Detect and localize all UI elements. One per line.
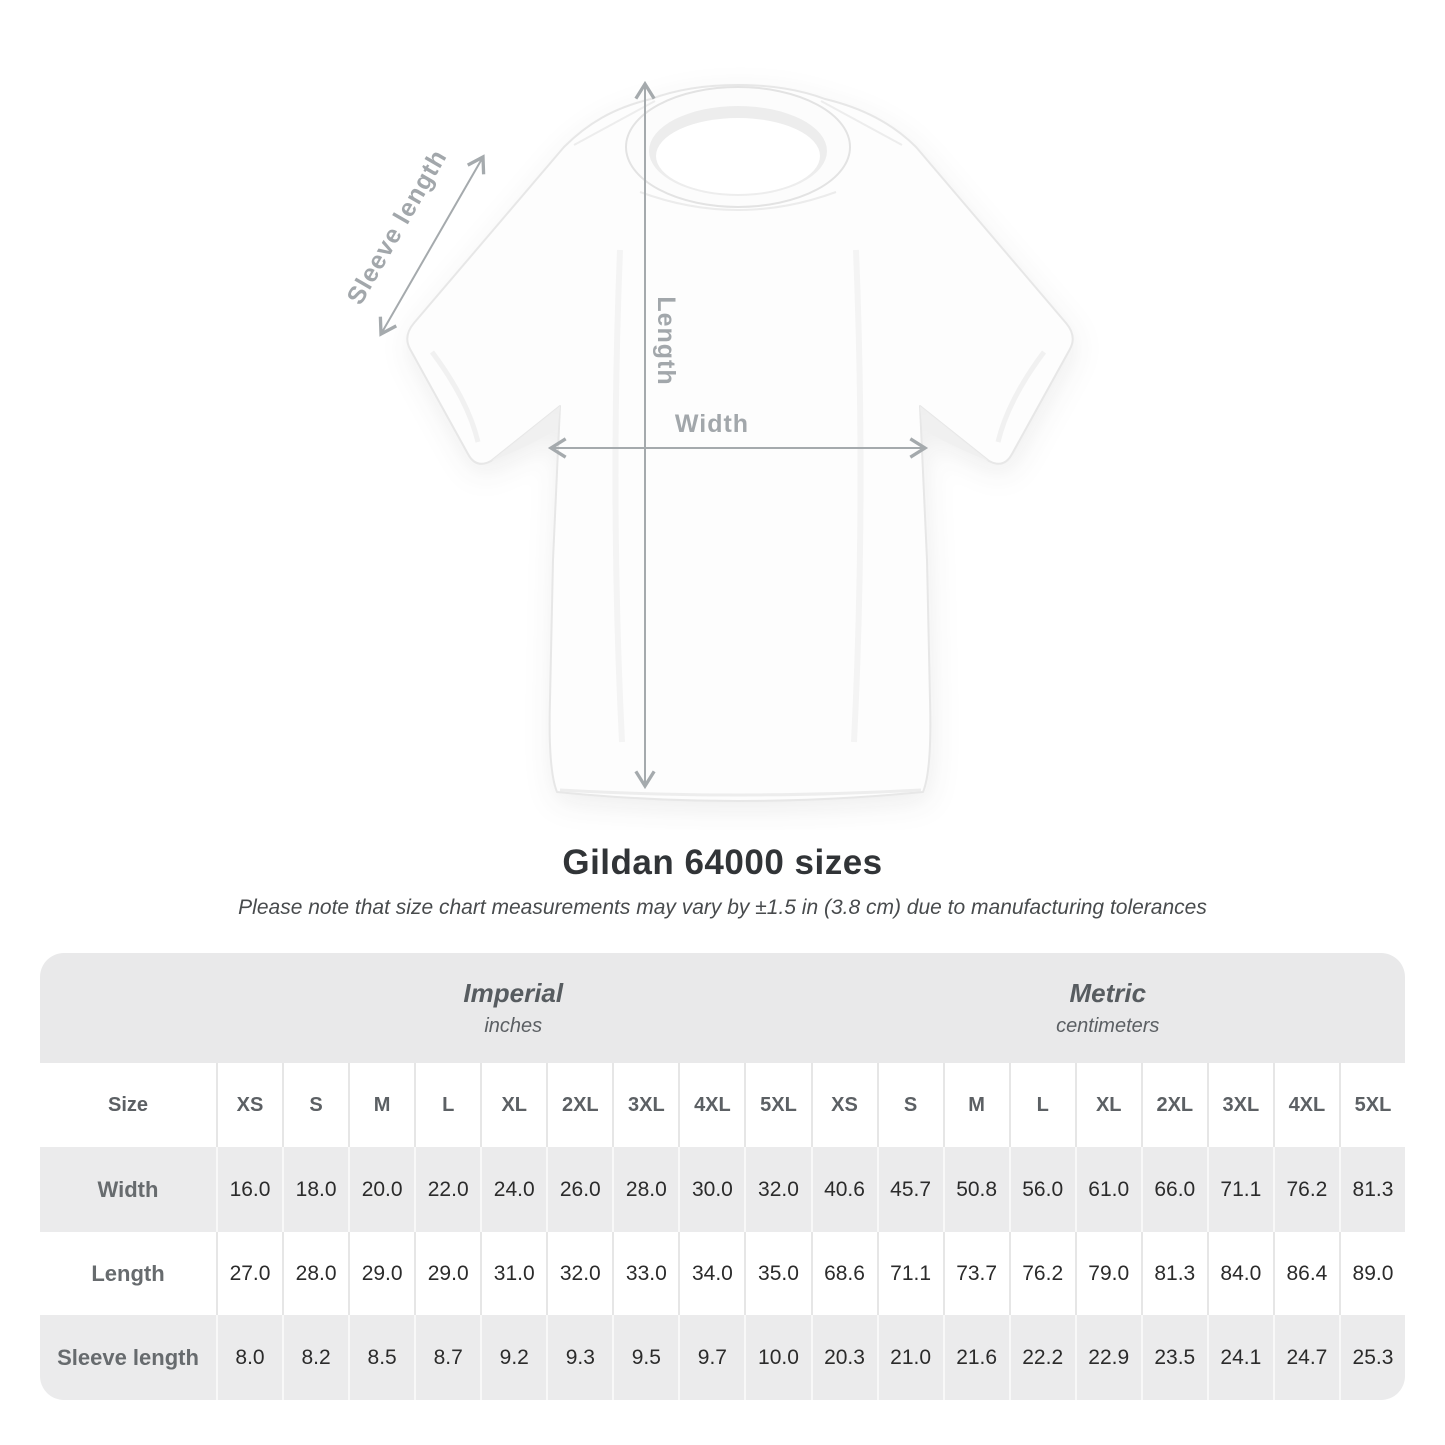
- tshirt-measurement-diagram: Sleeve length Length Width: [341, 80, 1074, 802]
- row-label-width: Width: [40, 1147, 216, 1232]
- table-cell: 29.0: [414, 1232, 480, 1315]
- size-col-header-4xl: 4XL: [1272, 1063, 1339, 1147]
- size-corner-header: Size: [107, 1093, 149, 1116]
- table-cell: 28.0: [612, 1147, 679, 1232]
- table-cell: 61.0: [1074, 1147, 1141, 1232]
- size-col-header-2xl: 2XL: [546, 1063, 612, 1147]
- table-cell: 20.0: [348, 1147, 415, 1232]
- table-cell: 31.0: [480, 1232, 546, 1315]
- size-col-header-l: L: [1008, 1063, 1075, 1147]
- table-cell: 9.5: [612, 1315, 679, 1400]
- table-cell: 9.7: [678, 1315, 745, 1400]
- tshirt-illustration: [406, 84, 1074, 802]
- size-col-header-3xl: 3XL: [1206, 1063, 1273, 1147]
- unit-group-metric: Metric centimeters: [810, 953, 1405, 1063]
- table-cell: 8.7: [414, 1315, 481, 1400]
- unit-group-unit: centimeters: [1056, 1015, 1160, 1037]
- table-cell: 56.0: [1008, 1147, 1075, 1232]
- table-cell: 26.0: [546, 1147, 613, 1232]
- table-cell: 24.7: [1272, 1315, 1339, 1400]
- table-cell: 34.0: [678, 1232, 744, 1315]
- size-col-header-xl: XL: [1074, 1063, 1141, 1147]
- size-col-header-5xl: 5XL: [1338, 1063, 1405, 1147]
- table-cell: 9.3: [546, 1315, 613, 1400]
- table-band-corner: [40, 953, 216, 1063]
- table-cell: 18.0: [282, 1147, 349, 1232]
- table-cell: 66.0: [1140, 1147, 1207, 1232]
- table-cell: 9.2: [480, 1315, 547, 1400]
- length-label: Length: [652, 296, 680, 385]
- size-col-header-xs: XS: [810, 1063, 877, 1147]
- row-label-sleeve-length: Sleeve length: [40, 1315, 216, 1400]
- unit-group-unit: inches: [484, 1015, 543, 1037]
- width-label: Width: [675, 410, 749, 438]
- table-cell: 73.7: [942, 1232, 1009, 1315]
- size-col-header-3xl: 3XL: [612, 1063, 678, 1147]
- size-col-header-2xl: 2XL: [1140, 1063, 1207, 1147]
- row-label-length: Length: [91, 1260, 165, 1286]
- table-cell: 25.3: [1338, 1315, 1405, 1400]
- size-col-header-xl: XL: [480, 1063, 546, 1147]
- table-cell: 23.5: [1140, 1315, 1207, 1400]
- size-col-header-m: M: [942, 1063, 1009, 1147]
- table-cell: 29.0: [348, 1232, 414, 1315]
- table-cell: 81.3: [1338, 1147, 1405, 1232]
- table-cell: 10.0: [744, 1315, 811, 1400]
- table-cell: 22.0: [414, 1147, 481, 1232]
- table-cell: 79.0: [1074, 1232, 1141, 1315]
- size-col-header-m: M: [348, 1063, 414, 1147]
- tolerance-note: Please note that size chart measurements…: [238, 896, 1207, 919]
- table-cell: 16.0: [216, 1147, 283, 1232]
- table-cell: 76.2: [1008, 1232, 1075, 1315]
- table-cell: 81.3: [1140, 1232, 1207, 1315]
- table-cell: 33.0: [612, 1232, 678, 1315]
- table-cell: 8.2: [282, 1315, 349, 1400]
- table-cell: 27.0: [216, 1232, 282, 1315]
- unit-group-name: Metric: [1069, 978, 1147, 1008]
- table-cell: 32.0: [546, 1232, 612, 1315]
- table-cell: 84.0: [1206, 1232, 1273, 1315]
- table-cell: 20.3: [810, 1315, 877, 1400]
- table-cell: 76.2: [1272, 1147, 1339, 1232]
- table-cell: 50.8: [942, 1147, 1009, 1232]
- table-cell: 8.5: [348, 1315, 415, 1400]
- table-cell: 35.0: [744, 1232, 810, 1315]
- table-cell: 45.7: [876, 1147, 943, 1232]
- table-cell: 21.0: [876, 1315, 943, 1400]
- table-cell: 22.2: [1008, 1315, 1075, 1400]
- table-cell: 32.0: [744, 1147, 811, 1232]
- size-col-header-l: L: [414, 1063, 480, 1147]
- table-cell: 30.0: [678, 1147, 745, 1232]
- unit-group-name: Imperial: [463, 978, 564, 1008]
- table-cell: 89.0: [1338, 1232, 1405, 1315]
- size-table: Imperial inches Metric centimeters Size XS S M L…: [40, 953, 1405, 1400]
- table-cell: 22.9: [1074, 1315, 1141, 1400]
- page-title: Gildan 64000 sizes: [562, 843, 883, 882]
- sleeve-length-arrow: [378, 154, 486, 337]
- table-cell: 86.4: [1272, 1232, 1339, 1315]
- size-col-header-4xl: 4XL: [678, 1063, 744, 1147]
- size-col-header-s: S: [876, 1063, 943, 1147]
- table-cell: 71.1: [876, 1232, 943, 1315]
- size-col-header-xs: XS: [216, 1063, 282, 1147]
- table-cell: 8.0: [216, 1315, 283, 1400]
- unit-group-imperial: Imperial inches: [216, 953, 811, 1063]
- table-cell: 24.0: [480, 1147, 547, 1232]
- table-cell: 24.1: [1206, 1315, 1273, 1400]
- table-cell: 68.6: [810, 1232, 877, 1315]
- sleeve-length-label: Sleeve length: [341, 145, 452, 310]
- size-col-header-s: S: [282, 1063, 348, 1147]
- table-cell: 21.6: [942, 1315, 1009, 1400]
- table-cell: 71.1: [1206, 1147, 1273, 1232]
- table-cell: 28.0: [282, 1232, 348, 1315]
- size-col-header-5xl: 5XL: [744, 1063, 810, 1147]
- table-cell: 40.6: [810, 1147, 877, 1232]
